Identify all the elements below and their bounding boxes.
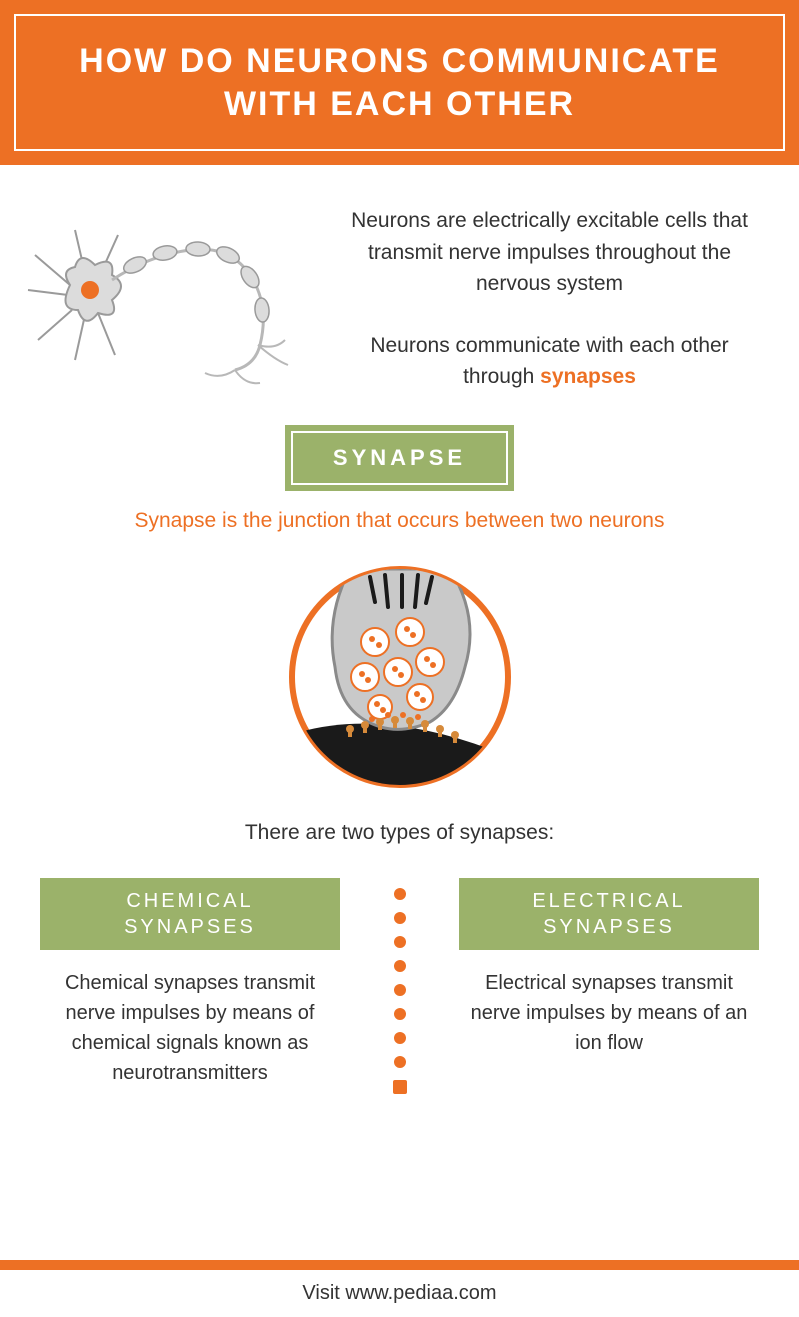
dot-icon (394, 960, 406, 972)
dot-icon (394, 936, 406, 948)
electrical-badge: ELECTRICAL SYNAPSES (459, 878, 759, 950)
synapse-badge: SYNAPSE (291, 431, 508, 485)
dot-icon (394, 984, 406, 996)
intro-text: Neurons are electrically excitable cells… (340, 195, 759, 395)
page-header: HOW DO NEURONS COMMUNICATE WITH EACH OTH… (14, 14, 785, 151)
synapse-description: Synapse is the junction that occurs betw… (40, 505, 759, 537)
dot-icon (394, 1032, 406, 1044)
synapse-types-row: CHEMICAL SYNAPSES Chemical synapses tran… (0, 878, 799, 1088)
infographic-page: HOW DO NEURONS COMMUNICATE WITH EACH OTH… (0, 0, 799, 1317)
divider-dots (393, 888, 407, 1094)
chemical-description: Chemical synapses transmit nerve impulse… (40, 968, 340, 1088)
neuron-illustration (20, 195, 320, 395)
intro-section: Neurons are electrically excitable cells… (0, 165, 799, 405)
chemical-badge: CHEMICAL SYNAPSES (40, 878, 340, 950)
intro-para-2: Neurons communicate with each other thro… (340, 330, 759, 393)
footer-text: Visit www.pediaa.com (0, 1282, 799, 1305)
synapse-illustration (280, 557, 520, 797)
dot-icon (394, 912, 406, 924)
square-icon (393, 1080, 407, 1094)
dot-icon (394, 1056, 406, 1068)
intro-para-1: Neurons are electrically excitable cells… (340, 205, 759, 300)
electrical-description: Electrical synapses transmit nerve impul… (459, 968, 759, 1058)
dot-icon (394, 888, 406, 900)
page-title: HOW DO NEURONS COMMUNICATE WITH EACH OTH… (36, 40, 763, 125)
types-intro: There are two types of synapses: (40, 817, 759, 849)
footer: Visit www.pediaa.com (0, 1260, 799, 1317)
synapse-section: SYNAPSE Synapse is the junction that occ… (0, 405, 799, 878)
chemical-synapses-column: CHEMICAL SYNAPSES Chemical synapses tran… (40, 878, 340, 1088)
synapses-highlight: synapses (540, 365, 636, 388)
dot-icon (394, 1008, 406, 1020)
electrical-synapses-column: ELECTRICAL SYNAPSES Electrical synapses … (459, 878, 759, 1088)
